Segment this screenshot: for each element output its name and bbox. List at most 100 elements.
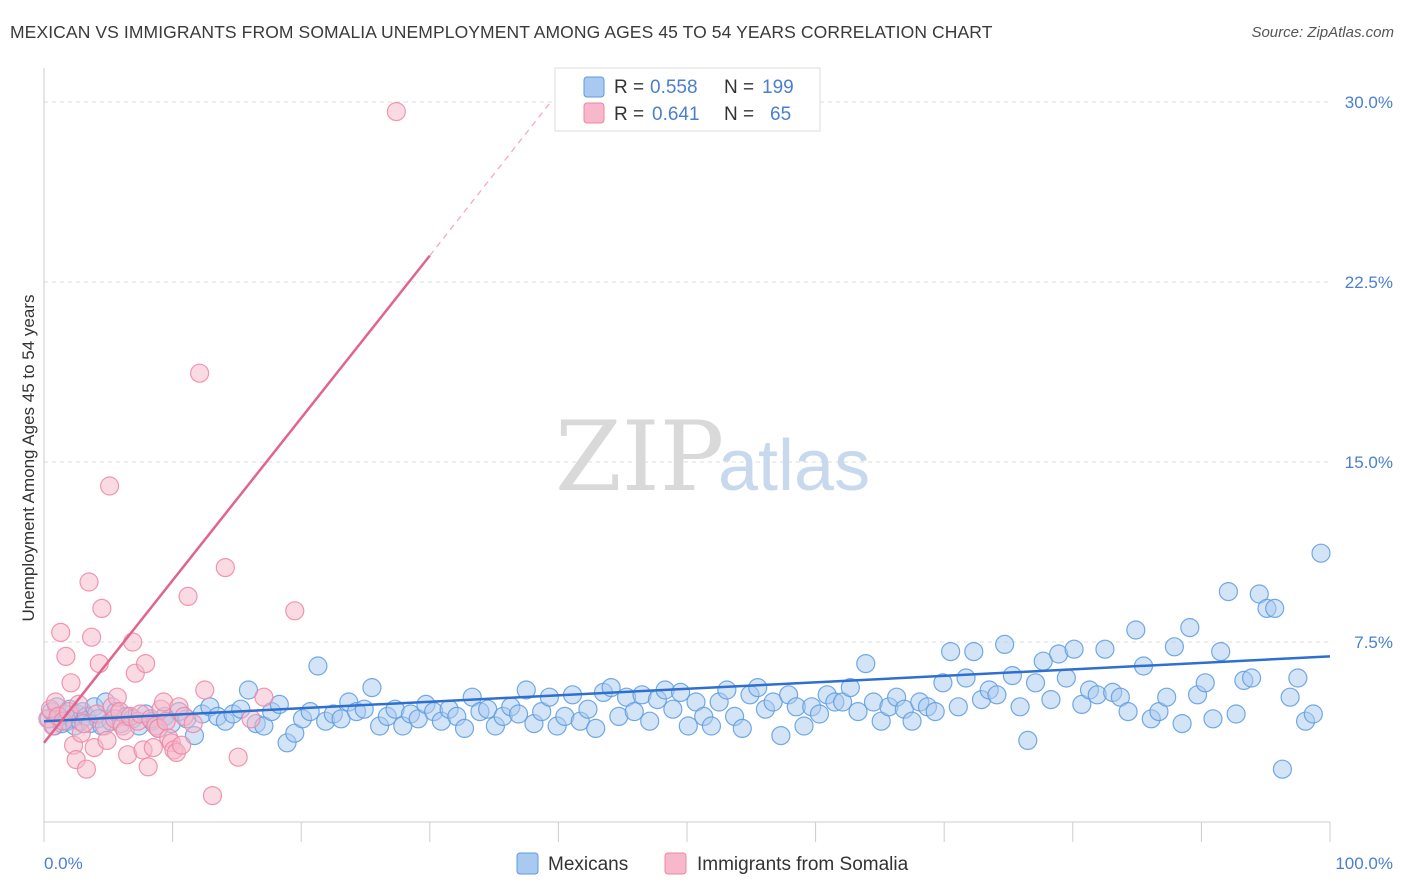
mexicans-point <box>956 668 976 688</box>
legend-label-mexicans: Mexicans <box>548 854 628 875</box>
somalia-point <box>76 759 97 779</box>
legend-r-value-1: 0.558 <box>650 77 698 98</box>
x-tick-label-0: 0.0% <box>44 854 83 873</box>
mexicans-point <box>1010 697 1030 717</box>
mexicans-point <box>763 692 783 712</box>
grid-lines <box>44 101 1330 643</box>
mexicans-point <box>1241 668 1262 688</box>
mexicans-point <box>586 718 606 739</box>
somalia-point <box>61 673 81 693</box>
mexicans-point <box>308 656 328 676</box>
y-tick-labels: 7.5% 15.0% 22.5% 30.0% <box>1345 93 1393 652</box>
mexicans-point <box>1041 689 1061 710</box>
mexicans-point <box>362 677 382 698</box>
mexicans-point <box>1280 687 1300 707</box>
mexicans-point <box>933 673 953 693</box>
somalia-point <box>215 557 235 578</box>
mexicans-point <box>902 711 922 731</box>
chart-title: MEXICAN VS IMMIGRANTS FROM SOMALIA UNEMP… <box>10 22 993 42</box>
somalia-point <box>143 737 163 758</box>
somalia-point <box>190 363 210 383</box>
mexicans-point <box>1157 687 1177 707</box>
watermark: ZIP atlas <box>555 401 870 513</box>
somalia-point <box>178 586 198 607</box>
mexicans-point <box>964 641 984 662</box>
mexicans-point <box>1056 668 1076 688</box>
somalia-point <box>386 101 406 122</box>
legend-r-label-2: R = <box>614 104 644 125</box>
mexicans-point <box>856 653 876 674</box>
mexicans-point <box>300 701 320 722</box>
mexicans-point <box>1303 704 1323 724</box>
mexicans-point <box>1203 709 1223 729</box>
legend-swatch-mexicans <box>583 76 605 98</box>
mexicans-point <box>1064 639 1084 659</box>
somalia-point <box>183 713 203 734</box>
mexicans-point <box>516 680 536 700</box>
legend-swatch-somalia-bottom <box>664 852 687 875</box>
legend-n-label-2: N = <box>724 104 754 125</box>
trend-lines <box>43 101 1331 744</box>
somalia-point <box>195 680 215 700</box>
somalia-point <box>285 601 305 621</box>
y-axis-title: Unemployment Among Ages 45 to 54 years <box>19 295 38 622</box>
somalia-point <box>123 632 143 652</box>
series-legend: Mexicans Immigrants from Somalia <box>516 852 909 875</box>
mexicans-point <box>732 718 752 739</box>
legend-n-value-1: 199 <box>762 77 794 98</box>
mexicans-point <box>454 718 475 739</box>
mexicans-point <box>624 701 644 722</box>
correlation-legend: R = 0.558 N = 199 R = 0.641 N = 65 <box>554 67 821 132</box>
mexicans-point <box>809 704 830 724</box>
mexicans-point <box>663 699 683 719</box>
mexicans-point <box>1311 543 1331 563</box>
mexicans-point <box>1211 641 1231 662</box>
somalia-point <box>172 735 192 755</box>
source-label: Source: ZipAtlas.com <box>1251 24 1394 41</box>
mexicans-point <box>670 682 691 703</box>
mexicans-point <box>354 699 374 719</box>
y-tick-label-1: 15.0% <box>1345 453 1393 472</box>
mexicans-point <box>508 704 529 724</box>
mexicans-point <box>678 716 698 736</box>
mexicans-point <box>331 709 351 729</box>
y-tick-label-2: 22.5% <box>1345 273 1393 292</box>
mexicans-point <box>1180 617 1200 638</box>
mexicans-point <box>1226 704 1246 724</box>
mexicans-point <box>701 716 722 736</box>
mexicans-point <box>1002 665 1022 686</box>
y-tick-label-0: 7.5% <box>1354 633 1393 652</box>
mexicans-point <box>840 677 860 698</box>
mexicans-points <box>39 543 1331 779</box>
somalia-point <box>56 646 76 667</box>
somalia-trend-line <box>43 254 431 744</box>
somalia-point <box>51 622 71 643</box>
mexicans-point <box>1095 639 1115 659</box>
x-tick-label-1: 100.0% <box>1335 854 1393 873</box>
legend-swatch-somalia <box>583 102 605 124</box>
somalia-point <box>241 709 261 729</box>
somalia-point <box>254 687 274 707</box>
mexicans-point <box>948 697 968 717</box>
mexicans-point <box>995 634 1015 655</box>
watermark-zip: ZIP <box>555 401 724 513</box>
legend-swatch-mexicans-bottom <box>516 852 539 875</box>
mexicans-point <box>1118 701 1138 722</box>
mexicans-point <box>1218 581 1239 602</box>
mexicans-point <box>925 701 945 722</box>
mexicans-point <box>1025 673 1046 693</box>
somalia-trend-extension <box>429 101 552 257</box>
mexicans-point <box>1172 713 1192 734</box>
legend-r-value-2: 0.641 <box>652 104 700 125</box>
somalia-point <box>92 598 112 619</box>
legend-n-label-1: N = <box>724 77 754 98</box>
x-tick-labels: 0.0% 100.0% <box>44 854 1393 873</box>
mexicans-point <box>771 725 791 746</box>
mexicans-point <box>640 711 660 731</box>
mexicans-point <box>748 677 768 698</box>
mexicans-point <box>848 701 868 722</box>
mexicans-point <box>1272 759 1293 779</box>
legend-r-label-1: R = <box>614 77 644 98</box>
y-tick-label-3: 30.0% <box>1345 93 1393 112</box>
